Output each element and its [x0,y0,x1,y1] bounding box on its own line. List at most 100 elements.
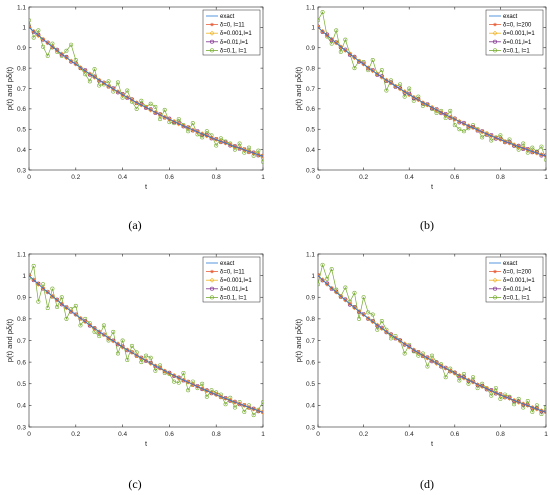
legend: exact δ=0, l=11 δ=0.001,l=1 δ=0.01,l=1 δ=0.1… [202,9,261,56]
y-tick-label: 1 [22,25,26,32]
y-tick-label: 0.3 [306,424,315,431]
data-point [357,316,362,321]
data-point [214,143,219,148]
legend-label-5: δ=0.1, l=1 [220,295,247,301]
data-point [530,409,535,414]
data-point [176,380,181,385]
data-point [31,263,36,268]
series-line-1 [318,27,546,157]
y-tick-label: 0.9 [306,295,315,302]
data-point [425,364,430,369]
legend-label-2: δ=0, l=200 [503,270,532,276]
data-point [329,267,334,272]
data-point [324,281,330,287]
y-tick-label: 0.3 [17,424,26,431]
legend-box [202,256,261,303]
data-point [158,117,163,122]
data-point [59,295,64,300]
y-axis-label: p(t) and pδ(t) [5,318,14,362]
legend-label-1: exact [503,14,518,20]
data-point [352,305,357,311]
x-tick-label: 0.4 [405,174,414,181]
y-tick-label: 0.7 [306,338,315,345]
data-point [125,357,130,362]
data-point [64,305,69,311]
data-point [69,42,74,47]
data-point [384,88,389,93]
data-point [324,33,330,38]
data-point [92,67,97,72]
y-tick-label: 0.8 [306,65,315,72]
data-point [223,402,228,407]
panel-caption: (a) [128,218,141,232]
y-tick-label: 0.8 [17,316,26,323]
data-point [370,312,375,317]
data-point [45,306,50,311]
data-point [35,281,41,287]
legend-marker [210,269,214,274]
legend-label-4: δ=0.01,l=1 [220,287,249,293]
series-line-1 [318,275,546,413]
x-tick-label: 1 [544,174,548,181]
data-point [144,353,149,358]
y-tick-label: 0.5 [17,381,26,388]
series-line-1 [29,275,263,413]
data-point [352,66,357,71]
x-tick-label: 0.6 [165,174,174,181]
data-point [251,413,256,418]
legend-marker [209,277,215,283]
y-tick-label: 1 [311,273,315,280]
data-point [181,370,186,375]
x-tick-label: 0 [27,431,31,438]
data-point [31,35,36,40]
x-axis-label: t [431,182,434,191]
y-tick-label: 0.4 [17,403,26,410]
x-tick-label: 0.4 [405,431,414,438]
data-point [111,329,116,334]
data-point [402,351,407,356]
data-point [64,48,69,53]
y-tick-label: 1.1 [306,251,315,258]
data-point [148,101,153,106]
data-point [318,273,321,279]
data-point [153,368,158,373]
series-layer [318,262,546,417]
legend-label-2: δ=0, l=200 [503,23,532,29]
legend-marker [210,286,215,291]
y-tick-label: 0.5 [306,127,315,134]
data-point [318,18,320,23]
data-point [29,273,32,279]
y-axis-label: p(t) and pδ(t) [294,318,303,362]
legend-marker [209,30,215,36]
legend-marker [210,39,215,44]
y-tick-label: 0.5 [306,381,315,388]
legend: exact δ=0, l=200 δ=0.001,l=1 δ=0.01,l=1 δ=0.… [485,9,544,56]
legend-box [202,9,261,56]
series-line-1 [29,27,263,157]
data-point [134,106,139,111]
data-point [148,355,153,360]
data-point [334,28,339,33]
y-tick-label: 0.6 [306,359,315,366]
y-tick-label: 0.9 [17,45,26,52]
data-point [153,104,158,109]
data-point [45,53,50,58]
legend-marker [492,277,498,283]
data-point [200,381,205,386]
y-tick-label: 1 [22,273,26,280]
series-layer [29,263,263,418]
legend-label-4: δ=0.01,l=1 [220,40,249,46]
legend-label-4: δ=0.01,l=1 [503,40,532,46]
data-point [480,135,485,140]
x-tick-label: 0.2 [71,174,80,181]
x-tick-label: 0.6 [450,431,459,438]
legend-marker [492,295,497,300]
legend-label-5: δ=0.1, l=1 [503,48,530,54]
legend-box [485,256,544,303]
data-point [379,68,384,73]
x-tick-label: 0 [316,431,320,438]
data-point [261,159,263,164]
data-point [493,386,498,391]
legend-marker [493,269,497,274]
x-tick-label: 0.4 [118,174,127,181]
